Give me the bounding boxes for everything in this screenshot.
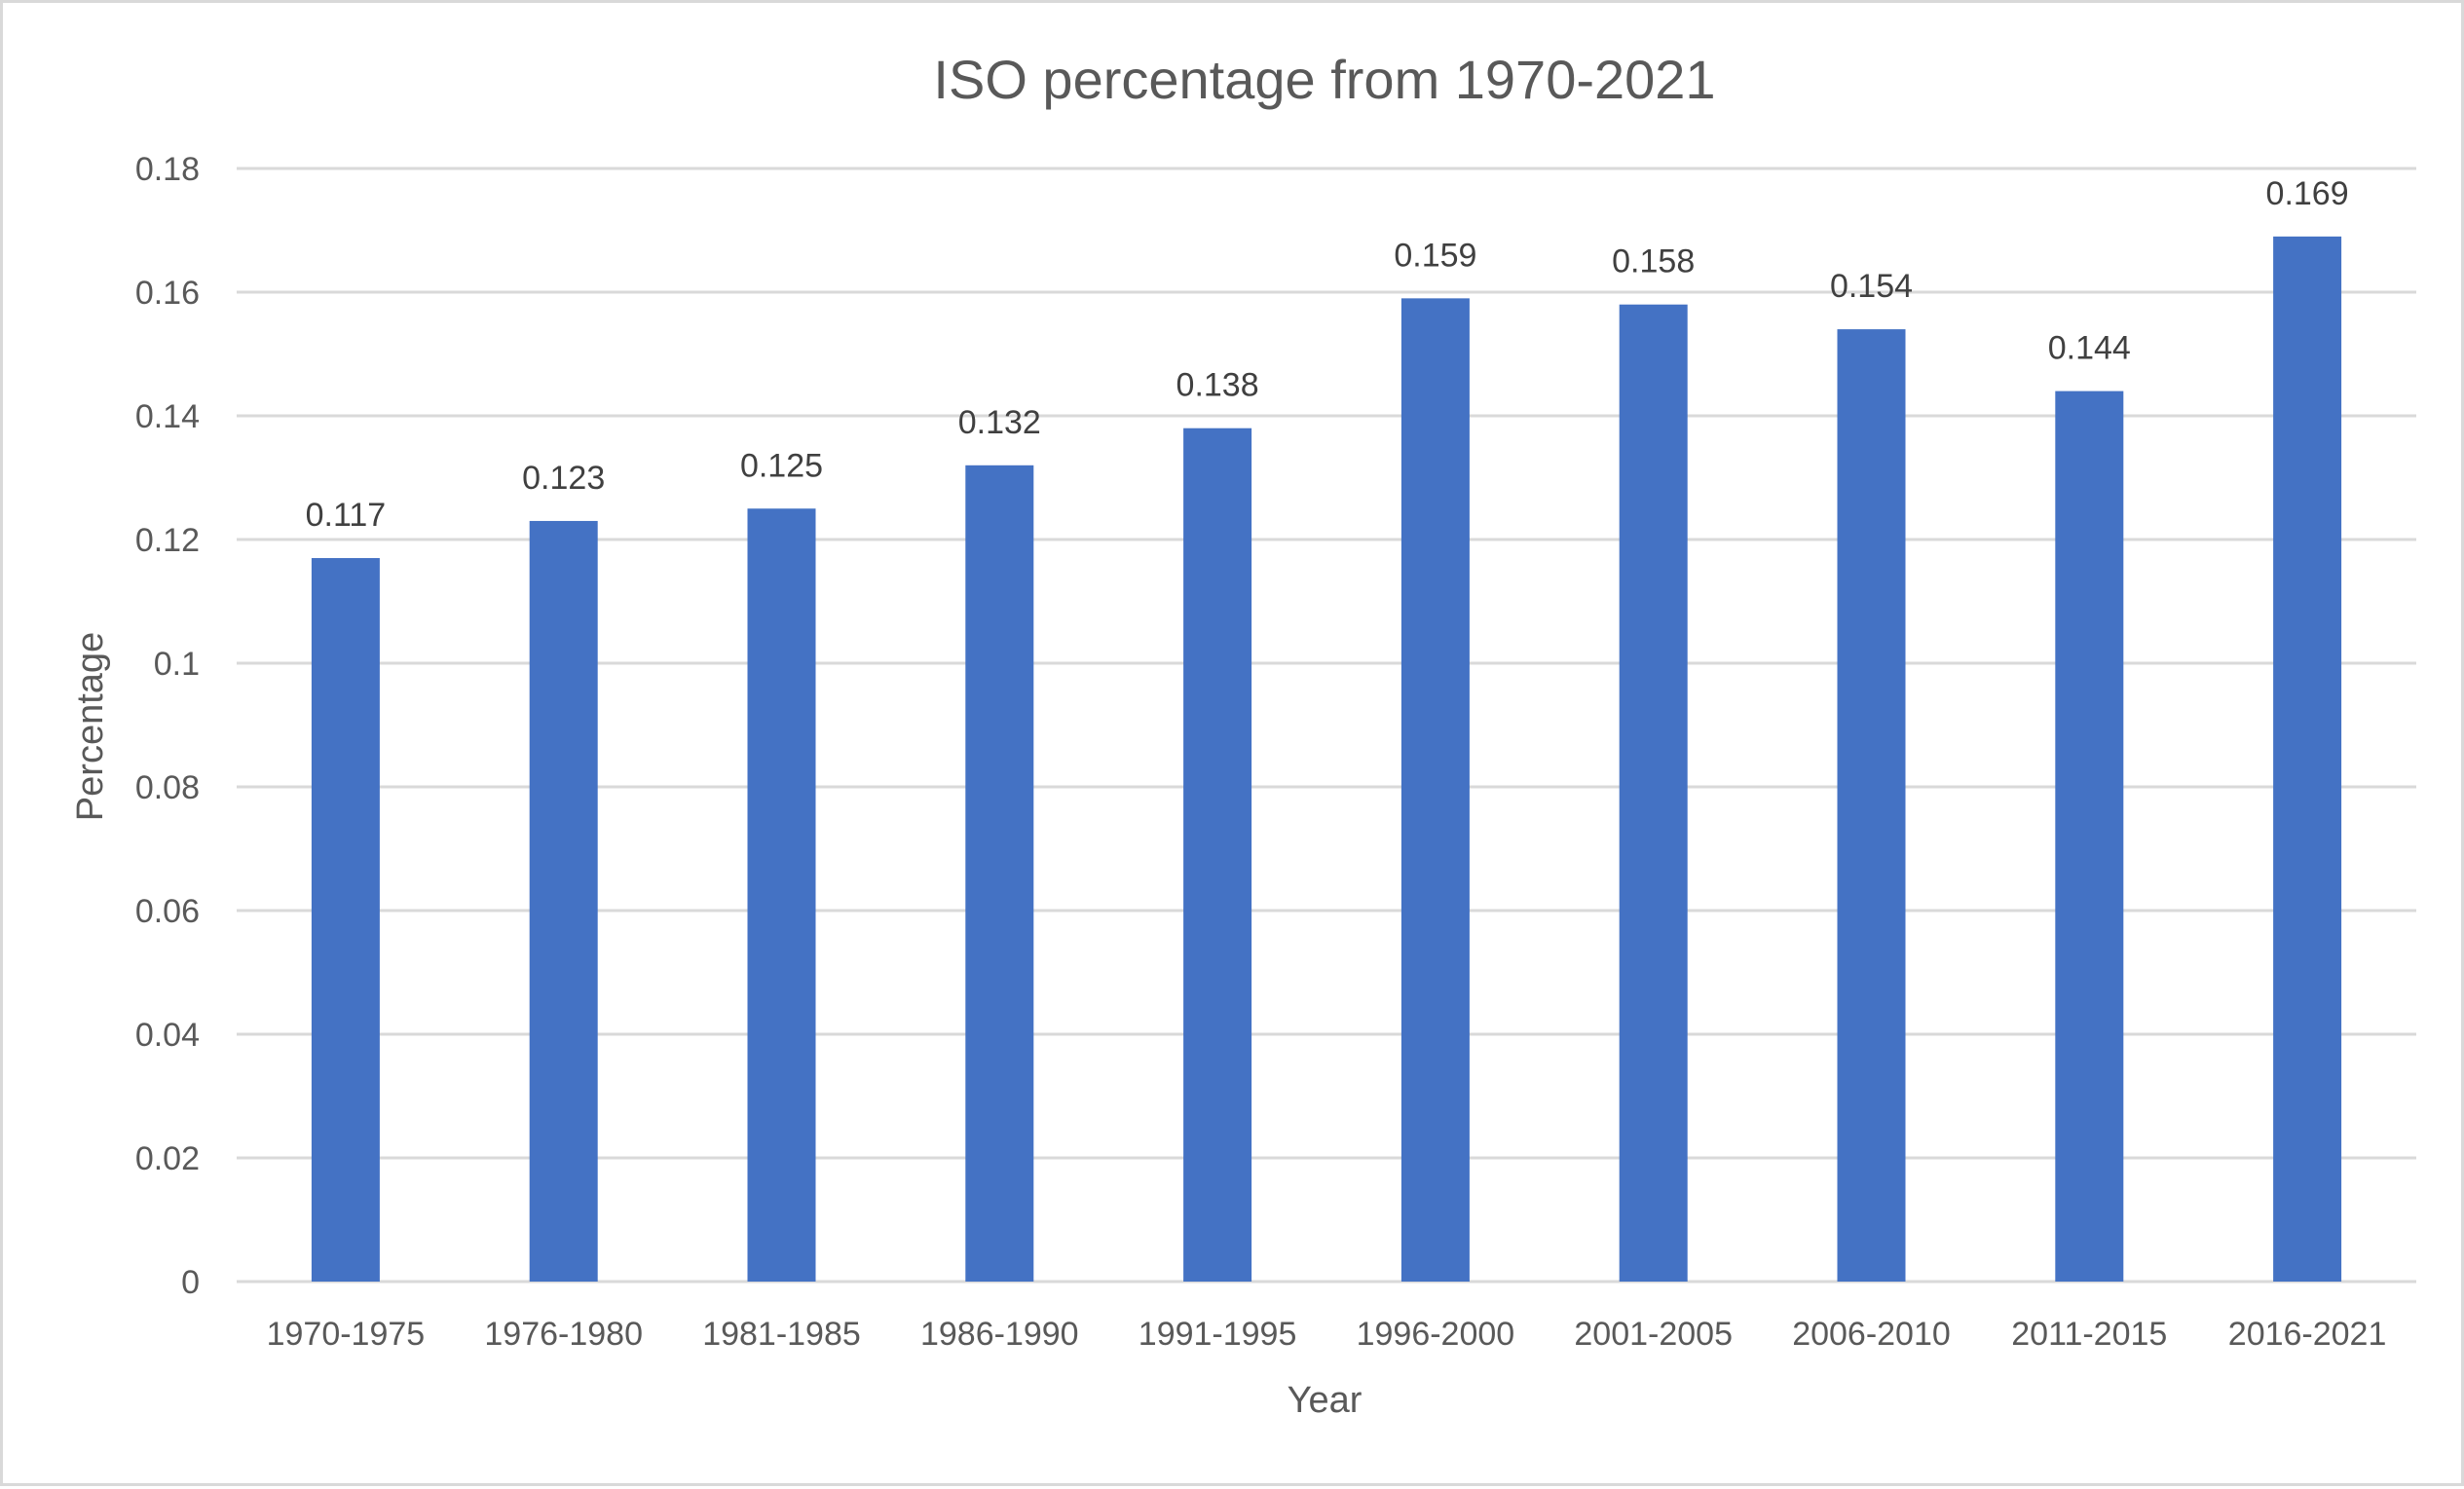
data-label: 0.125 [740,447,823,484]
y-tick-label: 0.02 [135,1140,200,1177]
bar [1183,428,1252,1282]
y-tick-label: 0.18 [135,151,200,188]
x-axis-title: Year [1288,1380,1363,1421]
x-tick-label: 1991-1995 [1139,1316,1297,1353]
x-tick-label: 2001-2005 [1574,1316,1733,1353]
y-tick-label: 0.16 [135,275,200,312]
y-tick-label: 0.04 [135,1017,200,1054]
data-label: 0.132 [958,404,1041,441]
bar [2273,236,2342,1283]
chart-title: ISO percentage from 1970-2021 [933,49,1715,110]
data-label: 0.138 [1176,367,1259,404]
y-tick-label: 0.12 [135,522,200,559]
y-tick-label: 0 [181,1264,200,1301]
data-label: 0.154 [1830,268,1913,305]
y-tick-label: 0.1 [154,646,200,683]
bar [2055,391,2124,1283]
data-label: 0.144 [2048,330,2131,367]
y-tick-label: 0.14 [135,398,200,435]
y-axis-ticks: 0 0.02 0.04 0.06 0.08 0.1 0.12 0.14 0.16 0.18 [135,151,200,1301]
bar [1619,304,1688,1282]
x-tick-label: 1981-1985 [702,1316,861,1353]
bar [529,520,598,1282]
x-tick-label: 1970-1975 [267,1316,426,1353]
data-label: 0.123 [522,460,605,497]
x-tick-label: 2006-2010 [1792,1316,1951,1353]
bar [311,558,380,1282]
bar [1837,329,1906,1283]
bar [965,465,1034,1282]
bars [311,236,2342,1283]
data-labels: 0.117 0.123 0.125 0.132 0.138 0.159 0.158 0.154… [306,175,2349,534]
x-tick-label: 2016-2021 [2228,1316,2387,1353]
bar [747,508,816,1282]
data-label: 0.169 [2266,175,2349,212]
x-tick-label: 1986-1990 [920,1316,1079,1353]
data-label: 0.159 [1394,237,1476,274]
x-tick-label: 1996-2000 [1357,1316,1515,1353]
x-axis-ticks: 1970-1975 1976-1980 1981-1985 1986-1990 1991… [267,1316,2387,1353]
y-tick-label: 0.08 [135,769,200,806]
x-tick-label: 1976-1980 [484,1316,643,1353]
bar-chart: ISO percentage from 1970-2021 00.020.040… [70,49,2416,1421]
y-axis-title: Percentage [70,632,111,821]
data-label: 0.117 [306,497,387,534]
y-tick-label: 0.06 [135,893,200,930]
x-tick-label: 2011-2015 [2011,1316,2167,1353]
gridlines [237,167,2416,1284]
bar [1400,298,1470,1283]
data-label: 0.158 [1612,243,1695,280]
